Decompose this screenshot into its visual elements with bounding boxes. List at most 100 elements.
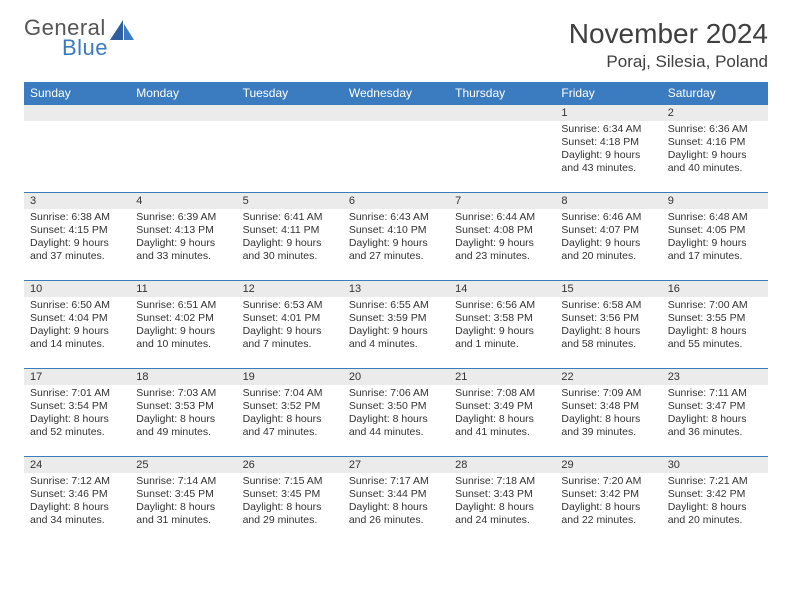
day-body: Sunrise: 7:17 AMSunset: 3:44 PMDaylight:… bbox=[343, 473, 449, 530]
weekday-header: Monday bbox=[130, 82, 236, 105]
sunrise-text: Sunrise: 6:34 AM bbox=[561, 123, 655, 136]
day-number: 5 bbox=[237, 193, 343, 209]
day-body: Sunrise: 6:58 AMSunset: 3:56 PMDaylight:… bbox=[555, 297, 661, 354]
calendar-week-row: 24Sunrise: 7:12 AMSunset: 3:46 PMDayligh… bbox=[24, 457, 768, 545]
calendar-day-cell bbox=[449, 105, 555, 193]
sunset-text: Sunset: 3:45 PM bbox=[136, 488, 230, 501]
daylight-text-1: Daylight: 9 hours bbox=[668, 149, 762, 162]
calendar-day-cell bbox=[24, 105, 130, 193]
day-body: Sunrise: 7:14 AMSunset: 3:45 PMDaylight:… bbox=[130, 473, 236, 530]
daylight-text-2: and 23 minutes. bbox=[455, 250, 549, 263]
weekday-header: Wednesday bbox=[343, 82, 449, 105]
day-number: 27 bbox=[343, 457, 449, 473]
sunset-text: Sunset: 4:18 PM bbox=[561, 136, 655, 149]
sunrise-text: Sunrise: 6:43 AM bbox=[349, 211, 443, 224]
calendar-day-cell bbox=[237, 105, 343, 193]
day-number: 18 bbox=[130, 369, 236, 385]
daylight-text-2: and 29 minutes. bbox=[243, 514, 337, 527]
sunrise-text: Sunrise: 6:48 AM bbox=[668, 211, 762, 224]
daylight-text-1: Daylight: 8 hours bbox=[136, 413, 230, 426]
weekday-row: SundayMondayTuesdayWednesdayThursdayFrid… bbox=[24, 82, 768, 105]
daylight-text-2: and 36 minutes. bbox=[668, 426, 762, 439]
sunset-text: Sunset: 3:42 PM bbox=[668, 488, 762, 501]
daylight-text-1: Daylight: 8 hours bbox=[30, 501, 124, 514]
daylight-text-1: Daylight: 9 hours bbox=[243, 237, 337, 250]
sunset-text: Sunset: 3:52 PM bbox=[243, 400, 337, 413]
sunrise-text: Sunrise: 6:46 AM bbox=[561, 211, 655, 224]
day-number-empty bbox=[24, 105, 130, 121]
day-body: Sunrise: 6:46 AMSunset: 4:07 PMDaylight:… bbox=[555, 209, 661, 266]
day-number-empty bbox=[130, 105, 236, 121]
daylight-text-1: Daylight: 8 hours bbox=[668, 501, 762, 514]
day-number: 7 bbox=[449, 193, 555, 209]
daylight-text-2: and 27 minutes. bbox=[349, 250, 443, 263]
day-body: Sunrise: 7:18 AMSunset: 3:43 PMDaylight:… bbox=[449, 473, 555, 530]
sunset-text: Sunset: 3:55 PM bbox=[668, 312, 762, 325]
daylight-text-2: and 30 minutes. bbox=[243, 250, 337, 263]
calendar-day-cell: 2Sunrise: 6:36 AMSunset: 4:16 PMDaylight… bbox=[662, 105, 768, 193]
day-number: 16 bbox=[662, 281, 768, 297]
day-body: Sunrise: 7:09 AMSunset: 3:48 PMDaylight:… bbox=[555, 385, 661, 442]
daylight-text-1: Daylight: 8 hours bbox=[243, 501, 337, 514]
day-body: Sunrise: 7:15 AMSunset: 3:45 PMDaylight:… bbox=[237, 473, 343, 530]
calendar-day-cell: 17Sunrise: 7:01 AMSunset: 3:54 PMDayligh… bbox=[24, 369, 130, 457]
sunrise-text: Sunrise: 7:11 AM bbox=[668, 387, 762, 400]
day-body: Sunrise: 7:04 AMSunset: 3:52 PMDaylight:… bbox=[237, 385, 343, 442]
sunset-text: Sunset: 3:59 PM bbox=[349, 312, 443, 325]
calendar-day-cell: 30Sunrise: 7:21 AMSunset: 3:42 PMDayligh… bbox=[662, 457, 768, 545]
sunrise-text: Sunrise: 7:14 AM bbox=[136, 475, 230, 488]
daylight-text-2: and 52 minutes. bbox=[30, 426, 124, 439]
sunrise-text: Sunrise: 6:56 AM bbox=[455, 299, 549, 312]
calendar-day-cell: 18Sunrise: 7:03 AMSunset: 3:53 PMDayligh… bbox=[130, 369, 236, 457]
sunrise-text: Sunrise: 7:12 AM bbox=[30, 475, 124, 488]
daylight-text-2: and 20 minutes. bbox=[561, 250, 655, 263]
day-body: Sunrise: 7:20 AMSunset: 3:42 PMDaylight:… bbox=[555, 473, 661, 530]
day-number: 2 bbox=[662, 105, 768, 121]
sunset-text: Sunset: 4:07 PM bbox=[561, 224, 655, 237]
daylight-text-2: and 41 minutes. bbox=[455, 426, 549, 439]
day-number: 9 bbox=[662, 193, 768, 209]
sunset-text: Sunset: 4:08 PM bbox=[455, 224, 549, 237]
calendar-day-cell: 22Sunrise: 7:09 AMSunset: 3:48 PMDayligh… bbox=[555, 369, 661, 457]
sunset-text: Sunset: 3:50 PM bbox=[349, 400, 443, 413]
day-number: 21 bbox=[449, 369, 555, 385]
sunrise-text: Sunrise: 6:53 AM bbox=[243, 299, 337, 312]
sunset-text: Sunset: 4:01 PM bbox=[243, 312, 337, 325]
sunrise-text: Sunrise: 6:50 AM bbox=[30, 299, 124, 312]
calendar-day-cell: 26Sunrise: 7:15 AMSunset: 3:45 PMDayligh… bbox=[237, 457, 343, 545]
logo-text: General Blue bbox=[24, 18, 108, 58]
sail-icon bbox=[110, 20, 136, 47]
sunrise-text: Sunrise: 6:38 AM bbox=[30, 211, 124, 224]
daylight-text-1: Daylight: 9 hours bbox=[455, 325, 549, 338]
sunrise-text: Sunrise: 7:21 AM bbox=[668, 475, 762, 488]
daylight-text-2: and 55 minutes. bbox=[668, 338, 762, 351]
daylight-text-1: Daylight: 9 hours bbox=[30, 325, 124, 338]
calendar-week-row: 3Sunrise: 6:38 AMSunset: 4:15 PMDaylight… bbox=[24, 193, 768, 281]
page-subtitle: Poraj, Silesia, Poland bbox=[569, 52, 768, 72]
daylight-text-2: and 37 minutes. bbox=[30, 250, 124, 263]
calendar-day-cell: 23Sunrise: 7:11 AMSunset: 3:47 PMDayligh… bbox=[662, 369, 768, 457]
sunset-text: Sunset: 3:42 PM bbox=[561, 488, 655, 501]
sunset-text: Sunset: 4:13 PM bbox=[136, 224, 230, 237]
sunset-text: Sunset: 4:04 PM bbox=[30, 312, 124, 325]
day-number: 20 bbox=[343, 369, 449, 385]
daylight-text-1: Daylight: 8 hours bbox=[561, 413, 655, 426]
daylight-text-1: Daylight: 8 hours bbox=[561, 501, 655, 514]
daylight-text-2: and 40 minutes. bbox=[668, 162, 762, 175]
calendar-day-cell: 15Sunrise: 6:58 AMSunset: 3:56 PMDayligh… bbox=[555, 281, 661, 369]
calendar-week-row: 17Sunrise: 7:01 AMSunset: 3:54 PMDayligh… bbox=[24, 369, 768, 457]
day-number: 10 bbox=[24, 281, 130, 297]
daylight-text-1: Daylight: 9 hours bbox=[561, 149, 655, 162]
daylight-text-1: Daylight: 9 hours bbox=[349, 325, 443, 338]
daylight-text-2: and 24 minutes. bbox=[455, 514, 549, 527]
sunrise-text: Sunrise: 7:03 AM bbox=[136, 387, 230, 400]
day-number: 25 bbox=[130, 457, 236, 473]
sunset-text: Sunset: 4:10 PM bbox=[349, 224, 443, 237]
sunrise-text: Sunrise: 7:04 AM bbox=[243, 387, 337, 400]
calendar-day-cell: 20Sunrise: 7:06 AMSunset: 3:50 PMDayligh… bbox=[343, 369, 449, 457]
header: General Blue November 2024 Poraj, Silesi… bbox=[24, 18, 768, 72]
day-body: Sunrise: 6:53 AMSunset: 4:01 PMDaylight:… bbox=[237, 297, 343, 354]
sunset-text: Sunset: 4:15 PM bbox=[30, 224, 124, 237]
day-number: 29 bbox=[555, 457, 661, 473]
sunset-text: Sunset: 3:47 PM bbox=[668, 400, 762, 413]
